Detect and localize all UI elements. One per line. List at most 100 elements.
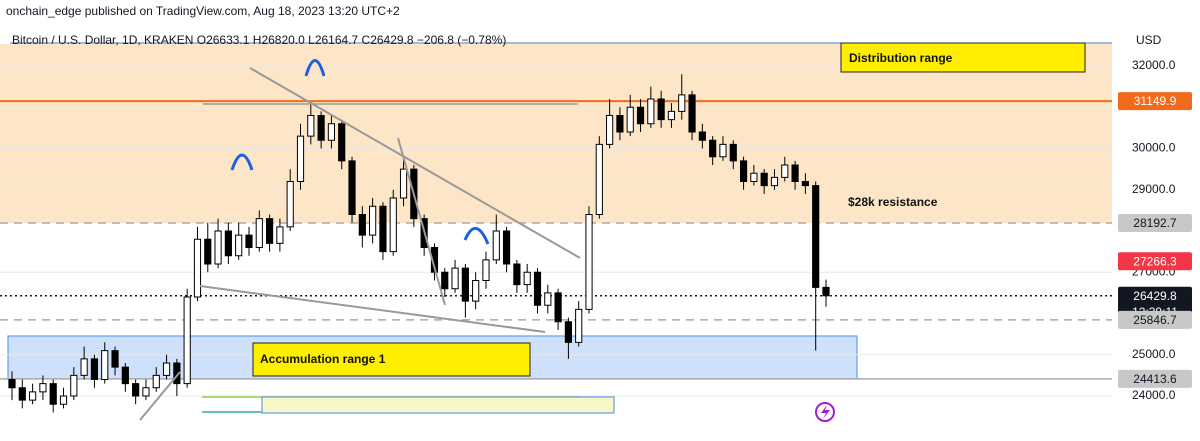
candle-body — [451, 267, 459, 290]
candle-body — [822, 286, 830, 297]
candle-body — [214, 230, 222, 265]
candle-body — [801, 180, 809, 187]
candle-body — [379, 205, 387, 253]
trendline — [199, 285, 546, 333]
candle-body — [472, 279, 480, 302]
candle-body — [49, 383, 57, 405]
candle-body — [29, 391, 37, 401]
candle-body — [647, 98, 655, 125]
candle-body — [441, 271, 449, 290]
candle-body — [492, 230, 500, 261]
price-label-bg — [1118, 369, 1192, 388]
candle-body — [523, 271, 531, 286]
price-label: 24413.6 — [1133, 372, 1177, 386]
candle-body — [296, 135, 305, 182]
candle-body — [575, 308, 583, 343]
candle-body — [80, 358, 88, 376]
candle-body — [358, 213, 366, 236]
candle-body — [132, 383, 140, 397]
candle-body — [389, 197, 397, 253]
candle-body — [554, 292, 562, 323]
candle-body — [585, 213, 593, 310]
y-tick-label: 29000.0 — [1132, 182, 1176, 196]
candle-body — [307, 114, 315, 137]
candle-body — [564, 321, 572, 343]
candle-body — [235, 234, 243, 257]
price-label: 26429.8 — [1133, 289, 1177, 303]
candle-body — [678, 94, 686, 112]
candle-body — [266, 218, 274, 244]
candle-body — [750, 172, 758, 182]
candle-body — [533, 271, 542, 306]
candle-body — [595, 143, 603, 215]
axis-label: USD — [1136, 33, 1162, 47]
candle-body — [739, 160, 748, 182]
trendline — [397, 137, 446, 306]
candle-body — [224, 230, 232, 257]
candle-body — [719, 143, 727, 158]
annotation-box — [840, 42, 1086, 73]
candle-body — [709, 139, 717, 158]
candle-body — [760, 172, 768, 187]
axis-labels: 24000.025000.027000.029000.030000.032000… — [1118, 58, 1192, 402]
annotation-box — [252, 342, 531, 377]
zone — [0, 44, 1112, 224]
candle-body — [338, 123, 346, 162]
candle-body — [812, 185, 820, 288]
candle-body — [101, 350, 109, 380]
price-label-bg — [1118, 252, 1192, 271]
candle-body — [606, 114, 614, 145]
candle-body — [255, 218, 263, 248]
trendline — [249, 67, 581, 259]
candle-body — [657, 98, 665, 121]
candle-body — [317, 114, 325, 141]
candle-body — [193, 238, 202, 298]
header: onchain_edge published on TradingView.co… — [6, 4, 400, 18]
arc — [304, 59, 326, 77]
arc — [463, 227, 490, 245]
drawings — [139, 59, 615, 421]
candle-body — [482, 259, 490, 281]
background — [0, 44, 1112, 397]
candle-body — [204, 238, 212, 265]
candle-body — [667, 110, 676, 121]
candle-body — [348, 160, 356, 215]
candle-body — [286, 180, 294, 228]
price-label-bg — [1118, 92, 1192, 111]
candle-body — [183, 296, 191, 385]
y-tick-label: 32000.0 — [1132, 58, 1176, 72]
candle-body — [626, 106, 634, 133]
candle-body — [461, 267, 469, 302]
header-bar — [0, 0, 1200, 26]
candle-body — [781, 164, 789, 178]
candle-body — [142, 387, 150, 397]
candle-body — [18, 387, 26, 401]
candle-body — [111, 350, 119, 368]
candle-body — [544, 292, 552, 306]
price-label: 25846.7 — [1133, 313, 1177, 327]
box — [261, 396, 615, 414]
y-tick-label: 25000.0 — [1132, 347, 1176, 361]
event-icon — [815, 402, 835, 422]
candle-body — [502, 230, 511, 265]
legend: Bitcoin / U.S. Dollar, 1D, KRAKEN O26633… — [12, 33, 506, 47]
y-tick-label: 30000.0 — [1132, 141, 1176, 155]
candle-body — [39, 383, 47, 393]
candle-body — [152, 374, 160, 389]
candle-body — [245, 234, 253, 248]
trendline — [139, 371, 181, 421]
annotation: Distribution range — [849, 51, 953, 65]
price-label: 31149.9 — [1134, 94, 1177, 108]
candle-body — [327, 123, 336, 141]
candle-body — [162, 362, 171, 376]
candle-body — [8, 378, 16, 389]
annotation: $28k resistance — [848, 195, 938, 209]
price-label: 28192.7 — [1133, 216, 1177, 230]
y-tick-label: 24000.0 — [1132, 388, 1176, 402]
candle-body — [59, 395, 68, 405]
event-icon — [821, 405, 830, 419]
candle-body — [698, 131, 706, 141]
candle-body — [90, 358, 99, 380]
arc — [230, 153, 254, 171]
